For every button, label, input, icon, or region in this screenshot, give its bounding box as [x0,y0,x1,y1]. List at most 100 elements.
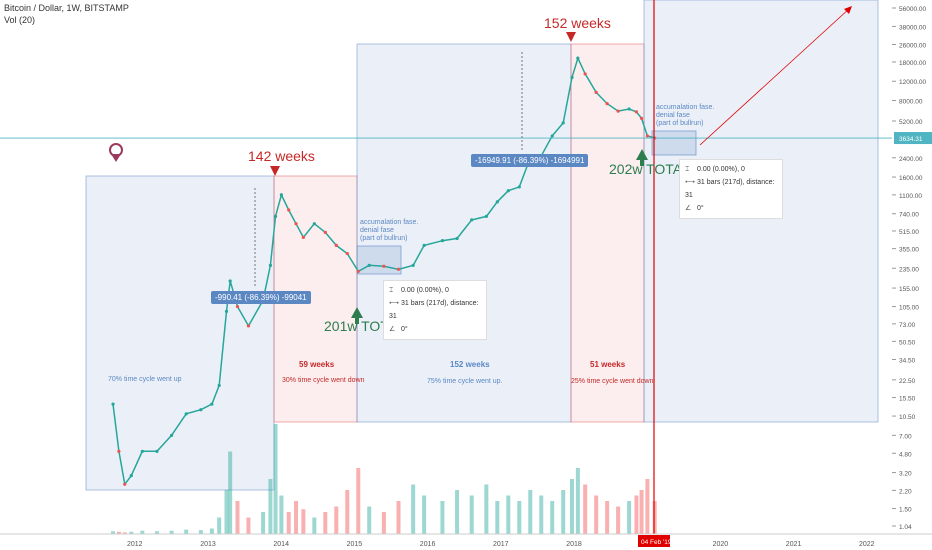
volume-bar [129,531,134,534]
volume-bar [627,501,632,534]
price-point [550,134,554,138]
price-point [210,402,214,406]
angle-icon: ∠ [389,326,396,333]
price-point [246,324,251,328]
y-tick-label: 105.00 [899,305,919,312]
zone-1-label: 70% time cycle went up [108,376,182,383]
y-tick-label: 50.50 [899,339,916,346]
zone-3-label: 75% time cycle went up. [427,378,503,385]
forecast-arrow-head [844,6,852,14]
volume-bar [261,512,266,534]
y-tick-label: 3.20 [899,471,912,478]
volume-bar [594,495,599,534]
y-tick-label: 2400.00 [899,156,923,163]
x-tick-label: 2015 [347,541,363,548]
price-point [616,109,620,113]
volume-bar [122,532,127,534]
peak-arrow-2017 [566,32,576,42]
zone-4-weeks: 51 weeks [590,360,626,369]
y-tick-label: 1.04 [899,524,912,531]
y-tick-label: 355.00 [899,247,919,254]
price-point [140,449,144,453]
volume-bar [469,495,474,534]
measure-tooltip-2015: ⌶ 0.00 (0.00%), 0 ⟷ 31 bars (217d), distan… [383,280,487,340]
price-point [217,383,221,388]
volume-bar [273,424,278,534]
bottom-arrow-2015-stem [355,318,359,324]
acc-line-1: accumalation fase. [656,104,715,111]
price-point [570,75,574,80]
volume-bar [279,495,284,534]
y-tick-label: 740.00 [899,212,919,219]
price-point [117,449,121,453]
volume-bar [140,530,145,534]
price-point [594,90,598,94]
acc-line-1: accumalation fase. [360,219,419,226]
price-point [356,269,360,274]
y-tick-label: 235.00 [899,266,919,273]
volume-bar [396,501,401,534]
accumulation-note-2019: accumalation fase. denial fase (part of … [656,104,714,128]
volume-bar [286,512,291,534]
price-point [576,56,580,60]
weeks-152-top-label: 152 weeks [544,15,611,31]
zone-3-weeks: 152 weeks [450,360,490,369]
volume-bar [268,479,273,534]
zone-2-label: 30% time cycle went down [282,377,365,384]
volume-bar [154,531,159,534]
bottom-arrow-2015 [351,307,363,318]
y-tick-label: 1100.00 [899,193,922,200]
y-tick-label: 26000.00 [899,42,926,49]
price-point [506,189,510,193]
volume-bar [301,509,306,534]
price-series-line [112,56,655,487]
y-tick-label: 1600.00 [899,175,923,182]
price-point [334,243,338,248]
accumulation-box-2015 [356,245,402,275]
accumulation-box-2019 [651,130,697,156]
price-point [470,218,474,222]
y-tick-label: 5200.00 [899,119,923,126]
x-tick-label: 2022 [859,541,875,548]
volume-bar [605,501,610,534]
measure-tooltip-2019: ⌶ 0.00 (0.00%), 0 ⟷ 31 bars (217d), distan… [679,159,783,219]
y-tick-label: 155.00 [899,286,919,293]
volume-bar [224,490,229,534]
y-tick-label: 56000.00 [899,6,926,13]
price-point [605,101,609,106]
acc-line-2: denial fase [360,227,394,234]
price-point [639,116,644,120]
price-point [273,214,278,218]
zone-blue-2015-2017 [356,43,572,423]
y-tick-label: 2.20 [899,488,912,495]
price-point [323,230,327,234]
price-point [627,107,631,111]
price-range-icon: ⌶ [389,287,394,294]
volume-bar [169,530,174,534]
volume-bar [484,484,489,534]
volume-bar [528,490,533,534]
y-tick-label: 1.50 [899,507,912,514]
price-point [287,208,291,212]
volume-bar [495,501,500,534]
volume-bar [228,451,233,534]
price-point [301,235,305,239]
y-tick-label: 4.80 [899,451,912,458]
volume-bar [639,490,644,534]
location-pin-tip [111,154,121,162]
zone-red-2018 [570,43,645,423]
drop-2013-tag: -990.41 (-86.39%) -99041 [211,291,311,304]
y-tick-label: 38000.00 [899,24,926,31]
bottom-arrow-2019 [636,149,648,160]
zone-4-label: 25% time cycle went down [571,378,654,385]
forecast-arrow-line [699,7,851,146]
volume-bar [583,484,588,534]
current-price-tag [894,132,932,145]
volume-bar [345,490,350,534]
peak-arrow-2013 [270,166,280,176]
price-point [228,279,232,283]
volume-bar [517,501,522,534]
y-tick-label: 34.50 [899,357,916,364]
x-tick-label: 2016 [420,541,436,548]
